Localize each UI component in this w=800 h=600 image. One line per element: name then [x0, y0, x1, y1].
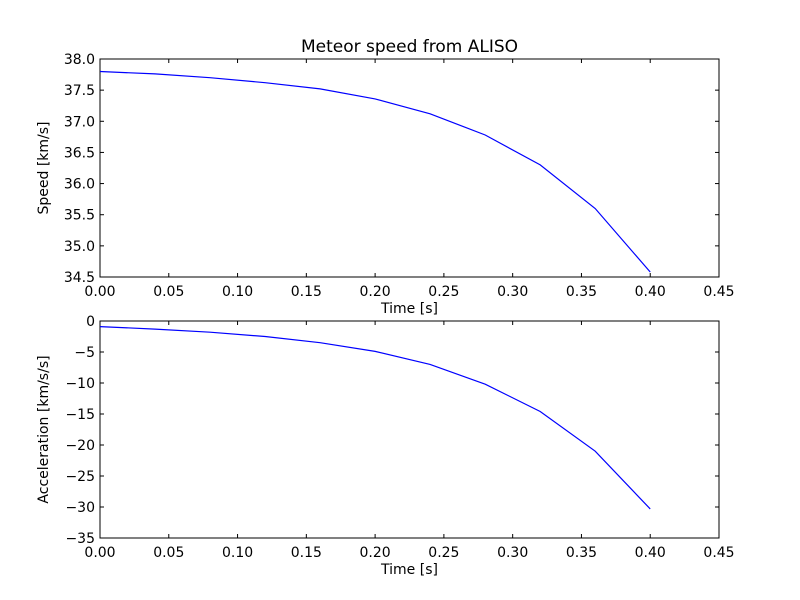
acceleration-ytick-label: −15 [65, 407, 95, 423]
acceleration-ytick-label: −30 [65, 500, 95, 516]
acceleration-ytick-label: −10 [65, 376, 95, 392]
speed-xtick-label: 0.25 [428, 284, 459, 300]
speed-xtick-label: 0.00 [84, 284, 115, 300]
acceleration-xtick-label: 0.45 [703, 545, 734, 561]
acceleration-xtick-label: 0.40 [635, 545, 666, 561]
speed-xtick-label: 0.15 [291, 284, 322, 300]
speed-axes-frame [99, 58, 720, 278]
acceleration-y-axis-label: Acceleration [km/s/s] [36, 355, 52, 503]
acceleration-xtick-label: 0.30 [497, 545, 528, 561]
acceleration-xtick-label: 0.00 [84, 545, 115, 561]
speed-x-axis-label: Time [s] [380, 301, 438, 317]
speed-ytick-label: 34.5 [64, 270, 95, 286]
acceleration-ytick-label: 0 [86, 314, 95, 330]
speed-ytick-label: 35.0 [64, 239, 95, 255]
acceleration-xtick-label: 0.35 [566, 545, 597, 561]
speed-ytick-label: 37.0 [64, 114, 95, 130]
speed-xtick-label: 0.10 [222, 284, 253, 300]
acceleration-ytick-label: −5 [74, 345, 95, 361]
speed-ytick-label: 36.0 [64, 177, 95, 193]
speed-xtick-label: 0.35 [566, 284, 597, 300]
speed-ytick-label: 36.5 [64, 145, 95, 161]
acceleration-xtick-label: 0.25 [428, 545, 459, 561]
speed-xtick-label: 0.45 [703, 284, 734, 300]
acceleration-x-axis-label: Time [s] [380, 562, 438, 578]
acceleration-ytick-label: −25 [65, 469, 95, 485]
speed-xtick-label: 0.20 [360, 284, 391, 300]
speed-xtick-label: 0.05 [153, 284, 184, 300]
acceleration-axes-frame [99, 320, 720, 539]
speed-series-line [99, 70, 651, 273]
speed-ytick-label: 35.5 [64, 208, 95, 224]
acceleration-ytick-label: −35 [65, 531, 95, 547]
speed-xtick-label: 0.30 [497, 284, 528, 300]
acceleration-ytick-label: −20 [65, 438, 95, 454]
acceleration-series-line [99, 326, 651, 510]
speed-ytick-label: 38.0 [64, 52, 95, 68]
speed-chart: 0.00 0.05 0.10 0.15 0.20 0.25 0.30 0.35 0.40 0.45… [36, 37, 735, 317]
speed-chart-title: Meteor speed from ALISO [301, 37, 518, 57]
speed-y-axis-label: Speed [km/s] [36, 121, 52, 214]
acceleration-chart: 0.00 0.05 0.10 0.15 0.20 0.25 0.30 0.35 0.40 0.45… [36, 314, 735, 578]
acceleration-xtick-label: 0.05 [153, 545, 184, 561]
speed-xtick-label: 0.40 [635, 284, 666, 300]
acceleration-xtick-label: 0.15 [291, 545, 322, 561]
acceleration-xtick-label: 0.20 [360, 545, 391, 561]
speed-ytick-label: 37.5 [64, 83, 95, 99]
acceleration-xtick-label: 0.10 [222, 545, 253, 561]
